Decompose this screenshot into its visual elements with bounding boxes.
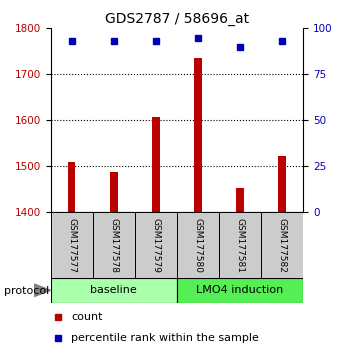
Text: baseline: baseline (90, 285, 137, 295)
Text: protocol: protocol (4, 286, 49, 296)
Bar (152, 117, 160, 212)
Text: GSM177577: GSM177577 (67, 218, 76, 273)
Bar (51, 278, 177, 303)
Bar (261, 212, 303, 278)
Bar (135, 212, 177, 278)
Text: GSM177580: GSM177580 (193, 218, 203, 273)
Bar (219, 212, 261, 278)
Bar (278, 156, 286, 212)
Bar (236, 188, 244, 212)
Bar (177, 212, 219, 278)
Text: GSM177579: GSM177579 (151, 218, 160, 273)
Text: GSM177578: GSM177578 (109, 218, 118, 273)
Bar (110, 172, 118, 212)
Text: percentile rank within the sample: percentile rank within the sample (71, 332, 259, 343)
Bar (177, 278, 303, 303)
Text: GSM177581: GSM177581 (236, 218, 244, 273)
Bar (51, 212, 93, 278)
Text: LMO4 induction: LMO4 induction (196, 285, 284, 295)
Text: count: count (71, 312, 103, 322)
Title: GDS2787 / 58696_at: GDS2787 / 58696_at (105, 12, 249, 26)
Bar (93, 212, 135, 278)
Bar (194, 58, 202, 212)
Polygon shape (34, 284, 51, 297)
Text: GSM177582: GSM177582 (278, 218, 287, 273)
Bar (68, 162, 75, 212)
